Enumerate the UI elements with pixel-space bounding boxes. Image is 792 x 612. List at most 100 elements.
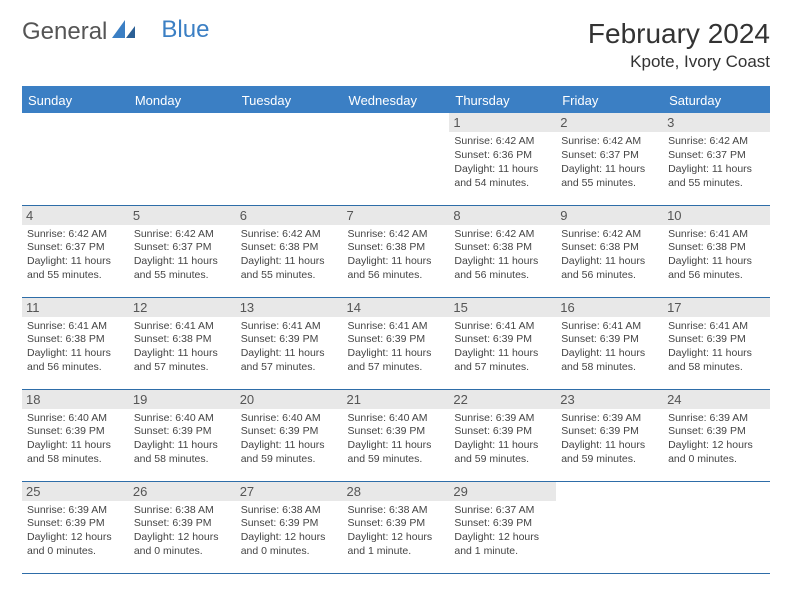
cell-details: Sunrise: 6:38 AMSunset: 6:39 PMDaylight:… — [348, 504, 445, 559]
daylight-text: Daylight: 11 hours and 54 minutes. — [454, 163, 551, 191]
day-number: 29 — [449, 482, 556, 501]
calendar-cell — [129, 113, 236, 205]
cell-details: Sunrise: 6:41 AMSunset: 6:39 PMDaylight:… — [668, 320, 765, 375]
sunset-text: Sunset: 6:37 PM — [668, 149, 765, 163]
logo-word2: Blue — [161, 18, 209, 42]
daylight-text: Daylight: 12 hours and 1 minute. — [454, 531, 551, 559]
sunset-text: Sunset: 6:39 PM — [668, 425, 765, 439]
daylight-text: Daylight: 12 hours and 0 minutes. — [241, 531, 338, 559]
cell-details: Sunrise: 6:37 AMSunset: 6:39 PMDaylight:… — [454, 504, 551, 559]
calendar-cell: 23Sunrise: 6:39 AMSunset: 6:39 PMDayligh… — [556, 389, 663, 481]
calendar-cell — [22, 113, 129, 205]
sunrise-text: Sunrise: 6:39 AM — [561, 412, 658, 426]
sunset-text: Sunset: 6:37 PM — [561, 149, 658, 163]
day-number: 12 — [129, 298, 236, 317]
calendar-week-row: 4Sunrise: 6:42 AMSunset: 6:37 PMDaylight… — [22, 205, 770, 297]
sunset-text: Sunset: 6:39 PM — [561, 425, 658, 439]
cell-details: Sunrise: 6:42 AMSunset: 6:37 PMDaylight:… — [27, 228, 124, 283]
logo-word1: General — [22, 20, 107, 44]
sunset-text: Sunset: 6:39 PM — [454, 517, 551, 531]
cell-details: Sunrise: 6:38 AMSunset: 6:39 PMDaylight:… — [241, 504, 338, 559]
daylight-text: Daylight: 12 hours and 0 minutes. — [134, 531, 231, 559]
calendar-cell: 21Sunrise: 6:40 AMSunset: 6:39 PMDayligh… — [343, 389, 450, 481]
cell-details: Sunrise: 6:42 AMSunset: 6:38 PMDaylight:… — [454, 228, 551, 283]
daylight-text: Daylight: 11 hours and 57 minutes. — [454, 347, 551, 375]
daylight-text: Daylight: 11 hours and 59 minutes. — [241, 439, 338, 467]
calendar-cell: 4Sunrise: 6:42 AMSunset: 6:37 PMDaylight… — [22, 205, 129, 297]
sunset-text: Sunset: 6:39 PM — [241, 517, 338, 531]
day-number: 25 — [22, 482, 129, 501]
daylight-text: Daylight: 11 hours and 55 minutes. — [27, 255, 124, 283]
cell-details: Sunrise: 6:42 AMSunset: 6:37 PMDaylight:… — [668, 135, 765, 190]
day-number: 18 — [22, 390, 129, 409]
sunset-text: Sunset: 6:39 PM — [561, 333, 658, 347]
cell-details: Sunrise: 6:42 AMSunset: 6:38 PMDaylight:… — [241, 228, 338, 283]
cell-details: Sunrise: 6:42 AMSunset: 6:37 PMDaylight:… — [134, 228, 231, 283]
sunset-text: Sunset: 6:39 PM — [241, 333, 338, 347]
calendar-cell: 14 Sunrise: 6:41 AMSunset: 6:39 PMDayligh… — [343, 297, 450, 389]
daylight-text: Daylight: 11 hours and 58 minutes. — [668, 347, 765, 375]
sunset-text: Sunset: 6:39 PM — [348, 425, 445, 439]
calendar-cell: 28Sunrise: 6:38 AMSunset: 6:39 PMDayligh… — [343, 481, 450, 573]
header: General Blue February 2024 Kpote, Ivory … — [22, 18, 770, 72]
col-monday: Monday — [129, 87, 236, 113]
sunset-text: Sunset: 6:38 PM — [27, 333, 124, 347]
daylight-text: Daylight: 12 hours and 0 minutes. — [668, 439, 765, 467]
sunset-text: Sunset: 6:38 PM — [348, 241, 445, 255]
calendar-week-row: 25Sunrise: 6:39 AMSunset: 6:39 PMDayligh… — [22, 481, 770, 573]
calendar-week-row: 1Sunrise: 6:42 AMSunset: 6:36 PMDaylight… — [22, 113, 770, 205]
sunset-text: Sunset: 6:39 PM — [27, 517, 124, 531]
cell-details: Sunrise: 6:41 AMSunset: 6:38 PMDaylight:… — [27, 320, 124, 375]
sunset-text: Sunset: 6:38 PM — [134, 333, 231, 347]
sunset-text: Sunset: 6:36 PM — [454, 149, 551, 163]
col-tuesday: Tuesday — [236, 87, 343, 113]
daylight-text: Daylight: 11 hours and 59 minutes. — [561, 439, 658, 467]
daylight-text: Daylight: 11 hours and 55 minutes. — [561, 163, 658, 191]
sunrise-text: Sunrise: 6:42 AM — [668, 135, 765, 149]
calendar-table: Sunday Monday Tuesday Wednesday Thursday… — [22, 86, 770, 574]
calendar-week-row: 18Sunrise: 6:40 AMSunset: 6:39 PMDayligh… — [22, 389, 770, 481]
calendar-cell: 17 Sunrise: 6:41 AMSunset: 6:39 PMDayligh… — [663, 297, 770, 389]
col-thursday: Thursday — [449, 87, 556, 113]
day-number: 8 — [449, 206, 556, 225]
daylight-text: Daylight: 11 hours and 57 minutes. — [134, 347, 231, 375]
calendar-cell: 8 Sunrise: 6:42 AMSunset: 6:38 PMDaylight… — [449, 205, 556, 297]
day-number: 10 — [663, 206, 770, 225]
sunrise-text: Sunrise: 6:41 AM — [561, 320, 658, 334]
sunrise-text: Sunrise: 6:40 AM — [134, 412, 231, 426]
calendar-cell — [236, 113, 343, 205]
sunrise-text: Sunrise: 6:42 AM — [348, 228, 445, 242]
day-number: 17 — [663, 298, 770, 317]
calendar-cell: 27Sunrise: 6:38 AMSunset: 6:39 PMDayligh… — [236, 481, 343, 573]
sunrise-text: Sunrise: 6:42 AM — [27, 228, 124, 242]
calendar-cell: 1Sunrise: 6:42 AMSunset: 6:36 PMDaylight… — [449, 113, 556, 205]
sunrise-text: Sunrise: 6:38 AM — [348, 504, 445, 518]
cell-details: Sunrise: 6:39 AMSunset: 6:39 PMDaylight:… — [561, 412, 658, 467]
cell-details: Sunrise: 6:41 AMSunset: 6:39 PMDaylight:… — [348, 320, 445, 375]
calendar-cell: 12 Sunrise: 6:41 AMSunset: 6:38 PMDayligh… — [129, 297, 236, 389]
cell-details: Sunrise: 6:41 AMSunset: 6:38 PMDaylight:… — [134, 320, 231, 375]
day-number: 13 — [236, 298, 343, 317]
day-number: 16 — [556, 298, 663, 317]
sunrise-text: Sunrise: 6:41 AM — [668, 228, 765, 242]
calendar-cell: 5Sunrise: 6:42 AMSunset: 6:37 PMDaylight… — [129, 205, 236, 297]
sunset-text: Sunset: 6:39 PM — [348, 333, 445, 347]
col-sunday: Sunday — [22, 87, 129, 113]
page-title: February 2024 — [588, 18, 770, 50]
sunset-text: Sunset: 6:39 PM — [454, 425, 551, 439]
day-header-row: Sunday Monday Tuesday Wednesday Thursday… — [22, 87, 770, 113]
sunset-text: Sunset: 6:38 PM — [561, 241, 658, 255]
sunrise-text: Sunrise: 6:40 AM — [348, 412, 445, 426]
day-number: 14 — [343, 298, 450, 317]
sunrise-text: Sunrise: 6:42 AM — [454, 228, 551, 242]
sunrise-text: Sunrise: 6:42 AM — [454, 135, 551, 149]
cell-details: Sunrise: 6:41 AMSunset: 6:39 PMDaylight:… — [561, 320, 658, 375]
cell-details: Sunrise: 6:41 AMSunset: 6:39 PMDaylight:… — [241, 320, 338, 375]
calendar-cell: 16 Sunrise: 6:41 AMSunset: 6:39 PMDayligh… — [556, 297, 663, 389]
cell-details: Sunrise: 6:42 AMSunset: 6:37 PMDaylight:… — [561, 135, 658, 190]
daylight-text: Daylight: 11 hours and 57 minutes. — [241, 347, 338, 375]
daylight-text: Daylight: 11 hours and 55 minutes. — [668, 163, 765, 191]
calendar-cell: 29 Sunrise: 6:37 AMSunset: 6:39 PMDayligh… — [449, 481, 556, 573]
sunset-text: Sunset: 6:39 PM — [454, 333, 551, 347]
cell-details: Sunrise: 6:39 AMSunset: 6:39 PMDaylight:… — [454, 412, 551, 467]
